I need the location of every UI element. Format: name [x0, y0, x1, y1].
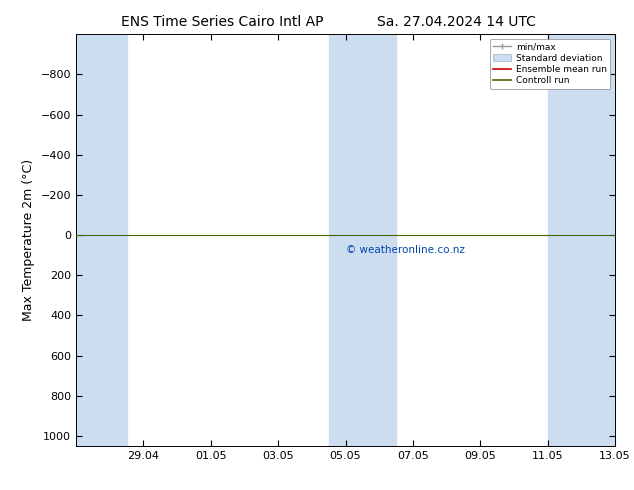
Text: ENS Time Series Cairo Intl AP: ENS Time Series Cairo Intl AP: [120, 15, 323, 29]
Legend: min/max, Standard deviation, Ensemble mean run, Controll run: min/max, Standard deviation, Ensemble me…: [489, 39, 611, 89]
Y-axis label: Max Temperature 2m (°C): Max Temperature 2m (°C): [22, 159, 35, 321]
Bar: [76, 34, 127, 446]
Bar: [548, 34, 615, 446]
Bar: [328, 34, 396, 446]
Text: Sa. 27.04.2024 14 UTC: Sa. 27.04.2024 14 UTC: [377, 15, 536, 29]
Text: © weatheronline.co.nz: © weatheronline.co.nz: [346, 245, 464, 255]
